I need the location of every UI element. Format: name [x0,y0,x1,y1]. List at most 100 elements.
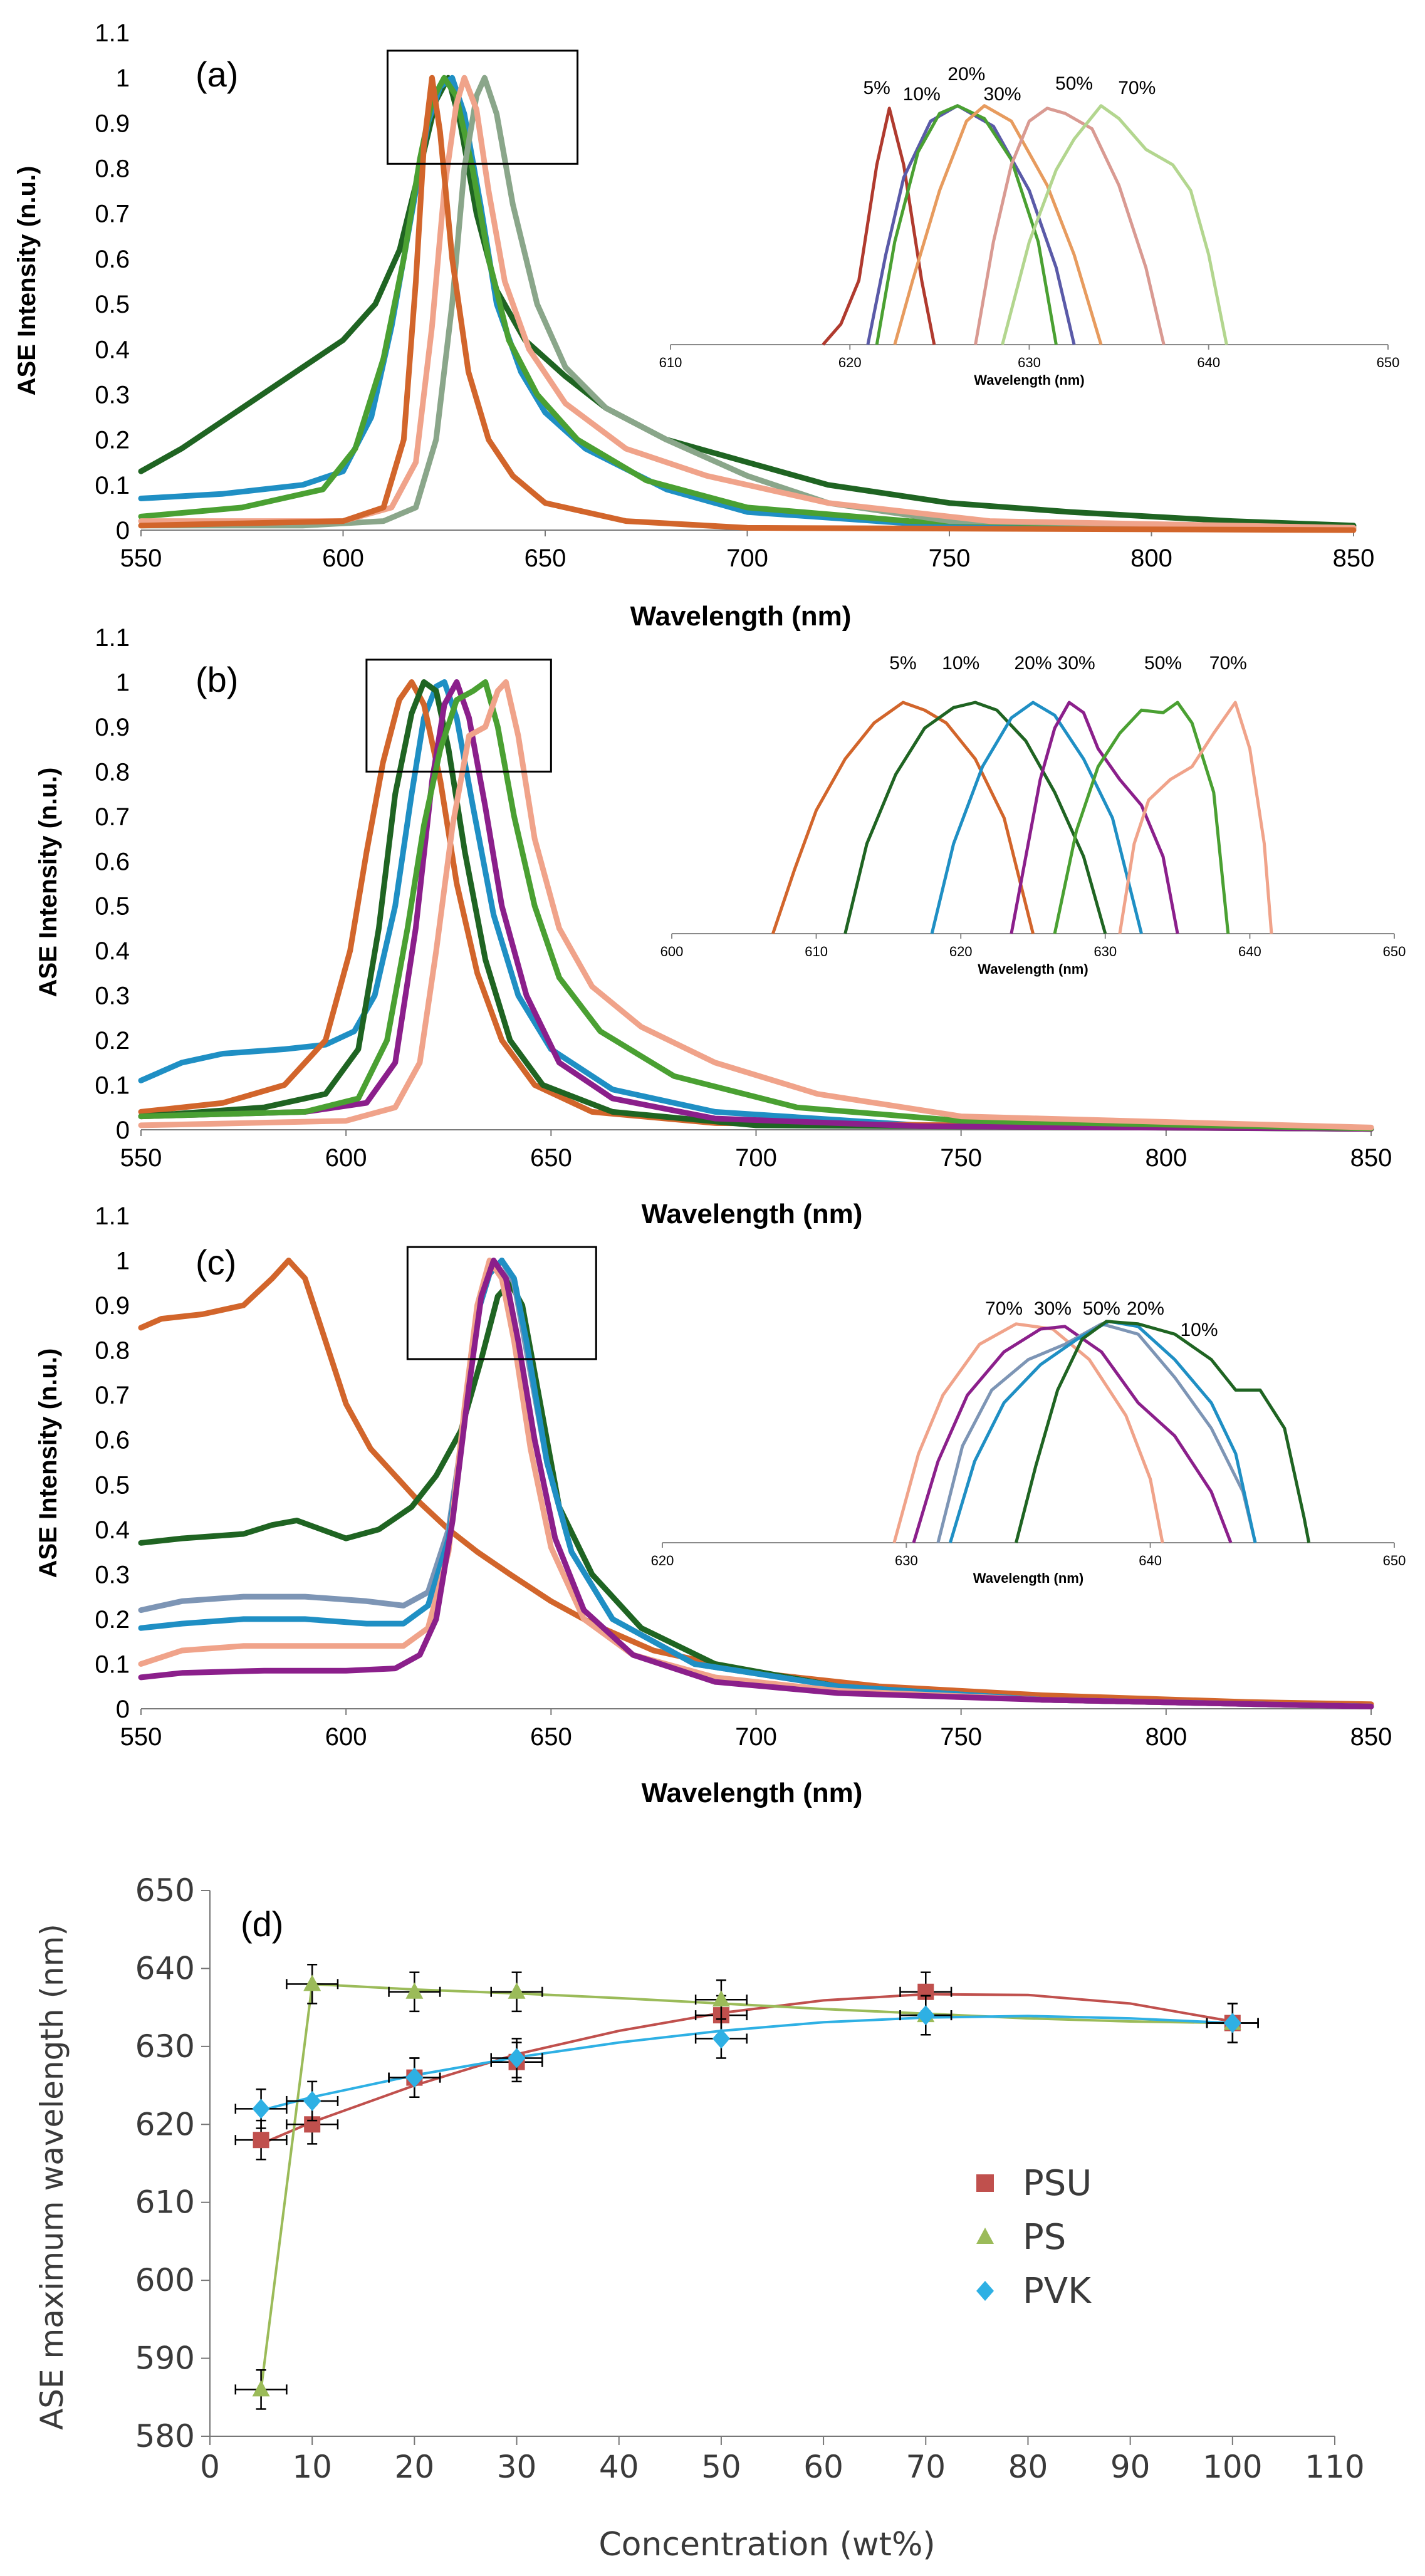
panel-a-y-tick-label: 0.3 [95,381,130,409]
panel-b-y-tick-label: 0.7 [95,803,130,831]
panel-c-x-tick-label: 800 [1145,1723,1187,1751]
panel-b-inset-label: 20% [1014,653,1052,674]
panel-b-inset-curve-50pct [1053,701,1230,934]
panel-b-inset: 600 610 620 630 640 650 Wavelength (nm) 5% 10% 20… [660,653,1406,977]
panel-d-x-tick-label: 100 [1203,2449,1262,2485]
panel-d-point-PS [303,1974,321,1991]
panel-a-inset-label: 70% [1118,78,1156,98]
panel-a-x-tick-label: 800 [1130,545,1172,572]
panel-c-x-tick-label: 850 [1350,1723,1392,1751]
panel-d-x-tick-label: 80 [1008,2449,1048,2485]
panel-c-inset-label: 50% [1083,1298,1120,1319]
panel-b-y-tick-label: 0.8 [95,758,130,786]
panel-b-series-blue [138,679,1374,1132]
panel-a-inset-label: 20% [947,64,985,85]
panel-a-inset-tick-label: 640 [1197,355,1220,370]
panel-c-curves [138,1246,1374,1709]
panel-a-x-tick-label: 850 [1333,545,1375,572]
panel-d-x-tick-label: 70 [906,2449,946,2485]
panel-a-y-tick-label: 0.9 [95,110,130,137]
panel-d-errorbar-PVK [1206,2003,1259,2043]
panel-a-spectrum-chart: 550 600 650 700 750 800 850 0 0.1 0.2 0.3 0.4 0.5 0.6… [13,19,1399,632]
panel-a-y-tick-label: 0.2 [95,427,130,454]
panel-a-inset-label: 10% [903,84,941,105]
panel-c-y-tick-label: 0.6 [95,1427,130,1454]
panel-d-series [234,1963,1259,2410]
panel-d-point-PVK [252,2099,270,2119]
panel-a-inset-curve-20pct [875,104,1058,345]
panel-d-point-PS [405,1982,424,1999]
panel-d-point-PVK [917,2005,935,2026]
panel-c-inset-tick-label: 650 [1383,1553,1406,1568]
panel-b-inset-tick-label: 620 [949,944,973,959]
panel-b-axes: 550 600 650 700 750 800 850 0 0.1 0.2 0.3 0.4 0.5 0.6… [95,624,1392,1172]
panel-d-y-tick-label: 590 [135,2340,195,2377]
legend-label-PSU: PSU [1023,2163,1092,2204]
panel-a-zoom-box [386,50,579,165]
panel-a-x-tick-label: 650 [525,545,566,572]
panel-c-x-tick-label: 650 [530,1723,572,1751]
panel-d-point-PVK [712,2028,730,2049]
panel-d-axes: 0 10 20 30 40 50 60 70 80 90 100 110 580 590 600 610 620… [135,1872,1365,2485]
panel-b-inset-x-title: Wavelength (nm) [978,961,1088,977]
panel-a-y-tick-label: 0.1 [95,472,130,499]
panel-d-x-axis-title: Concentration (wt%) [598,2526,935,2563]
panel-c-inset-curve-10pct [1015,1320,1311,1543]
panel-b-x-tick-label: 750 [940,1144,982,1172]
panel-b-inset-tick-label: 630 [1094,944,1117,959]
panel-a-y-tick-label: 0.6 [95,246,130,273]
panel-b-y-tick-label: 0.4 [95,937,130,965]
panel-c-axes: 550 600 650 700 750 800 850 0 0.1 0.2 0.3 0.4 0.5 0.6… [95,1202,1392,1751]
panel-c-inset-curve-30pct [912,1325,1233,1543]
panel-a-x-axis-title: Wavelength (nm) [630,601,852,632]
panel-c-inset-label: 70% [985,1298,1023,1319]
panel-d-y-tick-label: 600 [135,2262,195,2298]
panel-b-y-tick-label: 1 [116,669,130,696]
panel-a-label: (a) [196,55,238,94]
panel-d-point-PVK [1223,2013,1241,2033]
panel-c-spectrum-chart: 550 600 650 700 750 800 850 0 0.1 0.2 0.3 0.4 0.5 0.6… [34,1202,1406,1808]
panel-a-y-tick-label: 1.1 [95,19,130,47]
panel-c-inset: 620 630 640 650 Wavelength (nm) 70% 30% 50% 20% 1… [651,1298,1406,1586]
panel-a-x-tick-label: 750 [929,545,971,572]
panel-b-y-tick-label: 0.5 [95,893,130,920]
panel-b-inset-curve-20pct [930,701,1143,934]
panel-c-inset-label: 20% [1127,1298,1164,1319]
panel-a-inset-tick-label: 610 [659,355,682,370]
panel-d-point-PS [508,1982,526,1999]
panel-d-y-tick-label: 610 [135,2184,195,2221]
panel-b-curves [138,659,1374,1132]
panel-c-y-tick-label: 0.3 [95,1561,130,1588]
panel-a-inset-label: 5% [864,78,890,98]
panel-d-y-axis-title: ASE maximum wavelength (nm) [34,1924,70,2430]
panel-c-inset-x-title: Wavelength (nm) [973,1570,1083,1586]
panel-b-series-purple [138,679,1374,1132]
panel-a-x-tick-label: 700 [726,545,768,572]
panel-a-inset-x-title: Wavelength (nm) [974,372,1084,388]
panel-a-x-tick-label: 600 [322,545,364,572]
panel-c-inset-tick-label: 630 [895,1553,918,1568]
panel-d-label: (d) [241,1904,283,1944]
panel-b-inset-curve-30pct [1010,701,1179,934]
panel-c-y-tick-label: 1 [116,1248,130,1275]
panel-c-y-tick-label: 0.5 [95,1471,130,1499]
panel-a-series-salmon [138,75,1357,531]
panel-c-x-tick-label: 700 [735,1723,777,1751]
panel-c-inset-tick-label: 620 [651,1553,674,1568]
panel-c-x-tick-label: 750 [940,1723,982,1751]
panel-b-y-tick-label: 0.6 [95,848,130,875]
panel-c-y-tick-label: 0.1 [95,1650,130,1678]
panel-a-y-tick-label: 0.8 [95,155,130,183]
panel-d-x-tick-label: 50 [701,2449,741,2485]
panel-b-x-tick-label: 600 [325,1144,367,1172]
panel-a-inset-curve-30pct [974,107,1166,345]
panel-c-inset-label: 30% [1034,1298,1072,1319]
panel-b-inset-label: 50% [1144,653,1182,674]
panel-c-y-tick-label: 0.7 [95,1382,130,1409]
panel-a-series-orange [138,75,1357,533]
panel-b-inset-curve-5pct [771,701,1035,934]
panel-b-x-axis-title: Wavelength (nm) [642,1199,863,1229]
panel-d-point-PSU [253,2132,269,2149]
panel-c-y-tick-label: 0.8 [95,1337,130,1365]
